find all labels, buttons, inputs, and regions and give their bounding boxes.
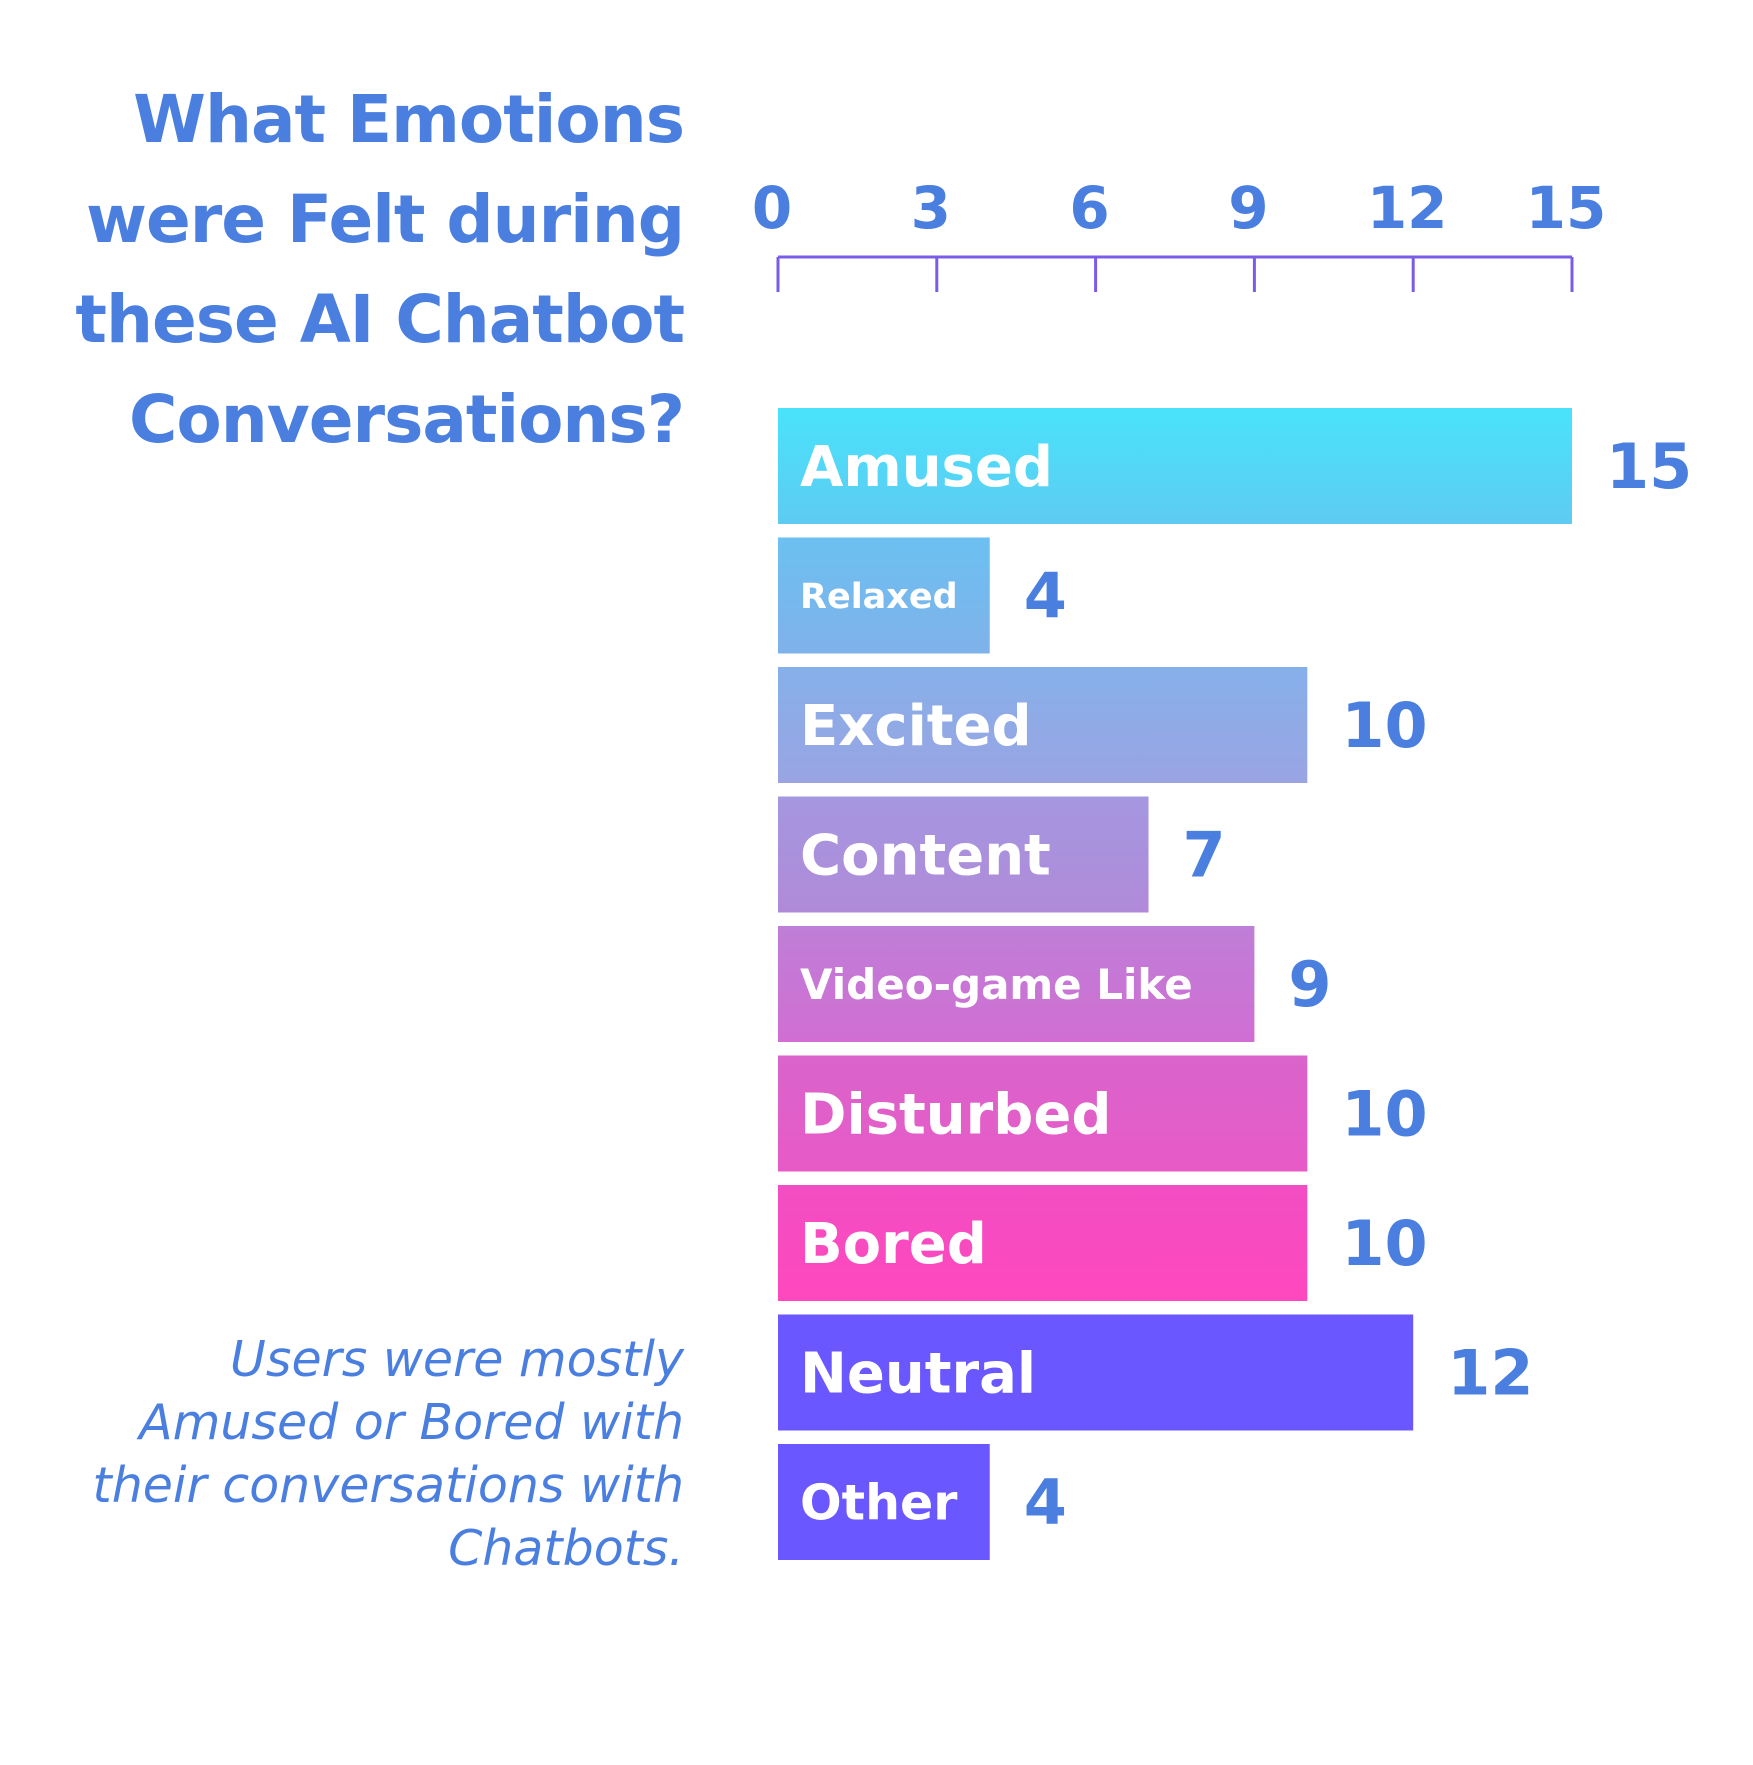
bars: Amused 15 Relaxed 4 Excited 10 Content 7 Video-g… <box>778 408 1692 1560</box>
bar-value-label: 10 <box>1341 1207 1427 1280</box>
bar-category-label: Neutral <box>800 1342 1036 1407</box>
bar-value-label: 7 <box>1183 819 1226 892</box>
bar-category-label: Video-game Like <box>800 960 1193 1009</box>
bar-value-label: 4 <box>1024 560 1067 633</box>
bar-value-label: 15 <box>1606 430 1692 503</box>
x-tick-label: 3 <box>911 174 951 242</box>
bar-category-label: Amused <box>800 435 1053 500</box>
bar-category-label: Other <box>800 1475 958 1532</box>
x-tick-label: 15 <box>1526 174 1607 242</box>
bar-value-label: 9 <box>1288 948 1331 1021</box>
bar-category-label: Bored <box>800 1212 987 1277</box>
bar <box>778 1314 1414 1431</box>
bar-value-label: 12 <box>1447 1337 1533 1410</box>
bar <box>778 408 1572 524</box>
bar-category-label: Excited <box>800 694 1032 759</box>
bar <box>778 1055 1308 1172</box>
bar-category-label: Relaxed <box>800 577 958 617</box>
bar <box>778 537 990 654</box>
x-tick-label: 12 <box>1367 174 1448 242</box>
bar <box>778 1185 1308 1301</box>
chart-title: What Emotions were Felt during these AI … <box>75 81 685 458</box>
x-tick-label: 6 <box>1069 174 1109 242</box>
x-tick-label: 0 <box>752 174 792 242</box>
x-tick-label: 9 <box>1228 174 1268 242</box>
bar <box>778 796 1149 913</box>
bar-category-label: Disturbed <box>800 1083 1111 1148</box>
x-axis: 0 3 6 9 12 15 <box>752 174 1607 292</box>
bar-category-label: Content <box>800 824 1051 889</box>
bar <box>778 1444 990 1560</box>
bar-value-label: 4 <box>1024 1466 1067 1539</box>
bar-value-label: 10 <box>1341 1078 1427 1151</box>
bar-value-label: 10 <box>1341 689 1427 762</box>
bar <box>778 667 1308 783</box>
bar <box>778 926 1255 1042</box>
annotation-note: Users were mostly Amused or Bored with t… <box>92 1331 685 1577</box>
